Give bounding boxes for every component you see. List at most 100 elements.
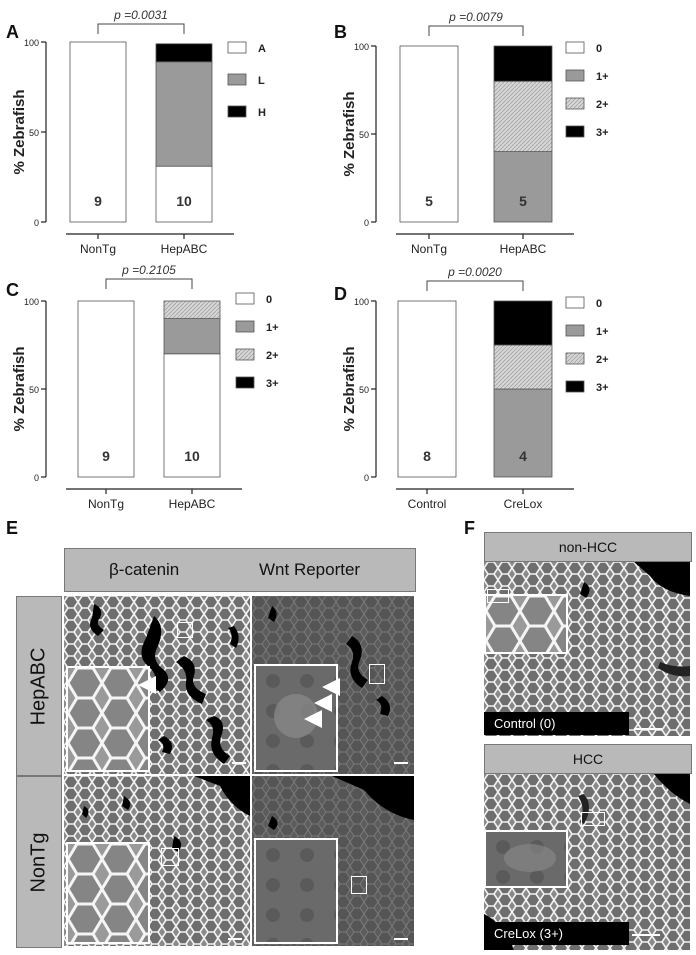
panel-letter-c: C xyxy=(6,280,19,300)
legend-swatch xyxy=(565,352,585,365)
scale-bar xyxy=(232,762,246,764)
y-tick-label: 50 xyxy=(359,385,369,395)
x-tick-label: HepABC xyxy=(169,497,216,511)
bar-segment xyxy=(399,45,459,223)
scale-bar xyxy=(634,728,662,730)
p-value-label: p =0.0031 xyxy=(113,8,168,22)
roi-box-hepabc-wnt-reporter xyxy=(369,664,385,684)
scale-bar xyxy=(228,938,242,940)
roi-box-hepabc-beta-catenin xyxy=(177,622,193,638)
legend-label: A xyxy=(258,43,266,55)
legend-label: 2+ xyxy=(596,99,609,111)
panel-f-bottom-caption: CreLox (3+) xyxy=(484,922,629,945)
legend-label: L xyxy=(258,75,265,87)
arrowhead-marker xyxy=(322,678,340,696)
n-count-label: 9 xyxy=(94,193,102,209)
y-tick-label: 100 xyxy=(24,297,39,307)
n-count-label: 10 xyxy=(176,193,192,209)
legend-swatch xyxy=(565,296,585,309)
panel-e-column-header-bar: β-catenin Wnt Reporter xyxy=(64,548,416,592)
legend-label: 0 xyxy=(596,43,602,55)
row-header-nontg-label: NonTg xyxy=(27,831,50,893)
inset-nontg-wnt-reporter xyxy=(254,838,338,944)
n-count-label: 5 xyxy=(519,193,527,209)
legend-swatch xyxy=(565,324,585,337)
inset-hepabc-beta-catenin xyxy=(66,666,150,772)
chart-panel-d: 0 50 100 % Zebrafish Control 8 CreLox 4 p =0.002… xyxy=(341,265,609,511)
n-count-label: 8 xyxy=(423,448,431,464)
legend-swatch xyxy=(227,73,247,86)
column-header-beta-catenin: β-catenin xyxy=(109,560,180,579)
arrowhead-marker xyxy=(314,694,332,712)
chart-panel-c: 0 50 100 % Zebrafish NonTg 9 HepABC 10 p =0.2105… xyxy=(11,263,279,511)
legend-swatch xyxy=(227,105,247,118)
x-tick-label: NonTg xyxy=(80,242,116,256)
legend-swatch xyxy=(227,41,247,54)
row-header-hepabc: HepABC xyxy=(16,596,62,776)
panel-f-top-header-label: non-HCC xyxy=(558,539,618,555)
roi-box-non-hcc xyxy=(487,589,509,603)
row-header-hepabc-label: HepABC xyxy=(27,647,50,725)
legend-label: H xyxy=(258,107,266,119)
y-tick-label: 100 xyxy=(24,38,39,48)
bar-segment xyxy=(493,300,553,346)
roi-box-nontg-wnt-reporter xyxy=(351,876,367,894)
significance-bracket xyxy=(105,278,193,289)
legend-label: 0 xyxy=(266,294,272,306)
p-value-label: p =0.0079 xyxy=(448,10,503,24)
y-tick-label: 100 xyxy=(354,297,369,307)
panel-f-top-header: non-HCC xyxy=(484,532,692,562)
legend-label: 1+ xyxy=(596,71,609,83)
bar-segment xyxy=(155,43,213,63)
y-tick-label: 50 xyxy=(29,128,39,138)
bar-segment xyxy=(493,45,553,82)
n-count-label: 4 xyxy=(519,448,527,464)
column-header-wnt-reporter: Wnt Reporter xyxy=(259,560,361,579)
roi-box-hcc xyxy=(581,812,605,826)
legend-label: 2+ xyxy=(596,354,609,366)
panel-f-top-caption: Control (0) xyxy=(484,712,629,735)
significance-bracket xyxy=(426,280,524,291)
significance-bracket xyxy=(428,25,524,36)
significance-bracket xyxy=(97,23,185,34)
bar-segment xyxy=(163,353,221,478)
legend-label: 1+ xyxy=(266,322,279,334)
bar-segment xyxy=(493,151,553,223)
n-count-label: 10 xyxy=(184,448,200,464)
arrowhead-marker xyxy=(138,676,156,694)
y-axis-label: % Zebrafish xyxy=(11,89,28,174)
inset-nontg-beta-catenin xyxy=(66,842,150,944)
inset-non-hcc xyxy=(484,594,568,654)
arrowhead-marker xyxy=(304,710,322,728)
legend-swatch xyxy=(565,380,585,393)
n-count-label: 5 xyxy=(425,193,433,209)
x-tick-label: Control xyxy=(408,497,447,511)
bar-segment xyxy=(493,388,553,478)
legend-swatch xyxy=(565,69,585,82)
legend-swatch xyxy=(235,376,255,389)
panel-f-bottom-header-label: HCC xyxy=(572,751,604,767)
y-tick-label: 50 xyxy=(29,385,39,395)
bar-segment xyxy=(493,80,553,152)
scale-bar xyxy=(394,938,408,940)
scale-bar xyxy=(632,934,660,936)
panel-letter-d: D xyxy=(334,284,347,304)
bar-segment xyxy=(69,41,127,223)
x-tick-label: NonTg xyxy=(411,242,447,256)
row-header-nontg: NonTg xyxy=(16,776,62,948)
p-value-label: p =0.0020 xyxy=(447,265,502,279)
legend-swatch xyxy=(565,125,585,138)
y-tick-label: 0 xyxy=(34,473,39,483)
legend-label: 0 xyxy=(596,298,602,310)
bar-segment xyxy=(155,165,213,223)
legend-label: 1+ xyxy=(596,326,609,338)
n-count-label: 9 xyxy=(102,448,110,464)
panel-letter-b: B xyxy=(334,22,347,42)
y-tick-label: 100 xyxy=(354,42,369,52)
y-tick-label: 0 xyxy=(34,218,39,228)
y-axis-label: % Zebrafish xyxy=(11,346,28,431)
y-tick-label: 50 xyxy=(359,130,369,140)
scale-bar xyxy=(394,762,408,764)
chart-panel-a: 0 50 100 % Zebrafish NonTg 9 HepABC 10 p =0.0031… xyxy=(11,8,266,256)
x-tick-label: HepABC xyxy=(500,242,547,256)
